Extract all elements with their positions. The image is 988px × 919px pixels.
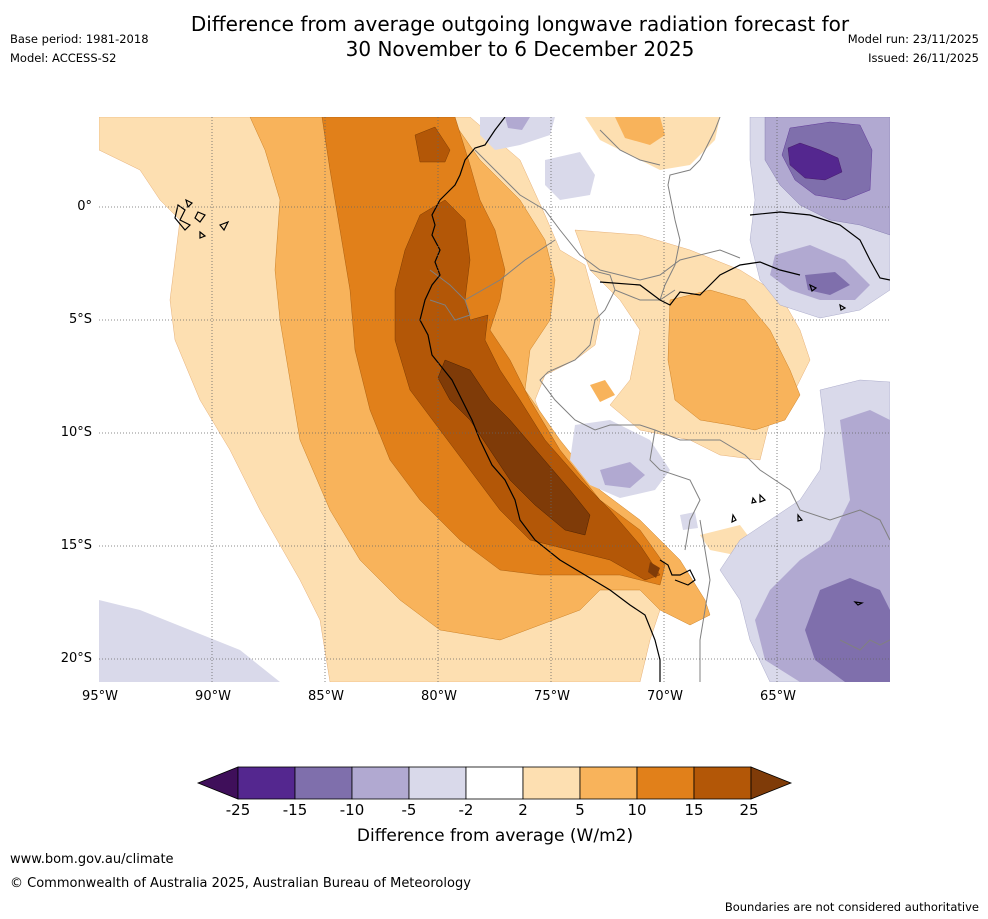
lon-label-90w: 90°W xyxy=(195,689,231,704)
lat-label-10s: 10°S xyxy=(60,425,92,440)
colorbar-label: Difference from average (W/m2) xyxy=(356,826,634,846)
contour-10-15 xyxy=(321,117,666,586)
title-line-1: Difference from average outgoing longwav… xyxy=(190,12,850,36)
colorbar-extend-low xyxy=(196,766,239,800)
lon-label-75w: 75°W xyxy=(534,689,570,704)
colorbar-swatch xyxy=(636,766,695,800)
colorbar-swatch xyxy=(408,766,467,800)
colorbar-tick: 10 xyxy=(627,801,647,819)
copyright-notice: © Commonwealth of Australia 2025, Austra… xyxy=(10,876,471,891)
colorbar xyxy=(196,766,793,800)
website-link[interactable]: www.bom.gov.au/climate xyxy=(10,852,174,867)
lon-label-95w: 95°W xyxy=(82,689,118,704)
colorbar-swatch xyxy=(522,766,581,800)
colorbar-tick: 25 xyxy=(739,801,759,819)
contour-neg-15-25 xyxy=(787,142,843,181)
lat-label-0: 0° xyxy=(77,199,92,214)
colorbar-swatch xyxy=(351,766,410,800)
model-name: Model: ACCESS-S2 xyxy=(10,51,117,65)
contour-5-10-east xyxy=(667,289,801,431)
colorbar-tick: -2 xyxy=(458,801,474,819)
map-title: Difference from average outgoing longwav… xyxy=(0,12,988,62)
colorbar-tick: -25 xyxy=(225,801,251,819)
colorbar-tick: 5 xyxy=(575,801,585,819)
colorbar-swatch xyxy=(693,766,752,800)
lon-label-70w: 70°W xyxy=(647,689,683,704)
lon-label-65w: 65°W xyxy=(760,689,796,704)
lat-label-20s: 20°S xyxy=(60,651,92,666)
colorbar-swatch xyxy=(294,766,353,800)
colorbar-tick: -15 xyxy=(282,801,308,819)
lon-label-80w: 80°W xyxy=(421,689,457,704)
lon-label-85w: 85°W xyxy=(308,689,344,704)
issued-date: Issued: 26/11/2025 xyxy=(868,51,979,65)
contour-15-25 xyxy=(414,126,451,163)
colorbar-tick: -5 xyxy=(401,801,417,819)
contour-15-25-main xyxy=(394,199,661,581)
graticule xyxy=(99,117,890,682)
colorbar-tick: 2 xyxy=(518,801,528,819)
lat-label-15s: 15°S xyxy=(60,538,92,553)
country-boundaries xyxy=(429,117,890,682)
colorbar-swatch xyxy=(465,766,524,800)
colorbar-extend-high xyxy=(750,766,793,800)
title-line-2: 30 November to 6 December 2025 xyxy=(345,37,695,61)
model-run: Model run: 23/11/2025 xyxy=(847,32,979,46)
coastline xyxy=(174,117,890,682)
colorbar-swatch xyxy=(237,766,296,800)
colorbar-swatch xyxy=(579,766,638,800)
colorbar-tick: 15 xyxy=(684,801,704,819)
lat-label-5s: 5°S xyxy=(68,312,92,327)
contour-above-25 xyxy=(437,359,591,536)
base-period: Base period: 1981-2018 xyxy=(10,32,149,46)
disclaimer: Boundaries are not considered authoritat… xyxy=(724,900,979,914)
anomaly-field xyxy=(99,117,890,682)
colorbar-tick: -10 xyxy=(339,801,365,819)
